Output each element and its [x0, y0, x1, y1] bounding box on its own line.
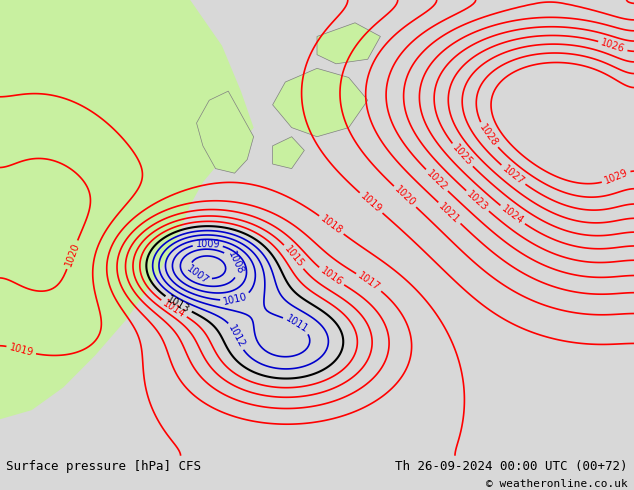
Text: 1007: 1007	[184, 264, 210, 287]
Text: Th 26-09-2024 00:00 UTC (00+72): Th 26-09-2024 00:00 UTC (00+72)	[395, 460, 628, 473]
Text: 1012: 1012	[226, 323, 247, 349]
Text: 1020: 1020	[392, 185, 417, 209]
Text: 1010: 1010	[223, 292, 249, 307]
Text: 1023: 1023	[465, 189, 490, 213]
Text: 1025: 1025	[450, 143, 474, 168]
Text: 1011: 1011	[284, 314, 310, 335]
Text: 1019: 1019	[359, 191, 384, 215]
Text: 1017: 1017	[356, 271, 382, 293]
Text: 1026: 1026	[600, 38, 626, 54]
Text: 1014: 1014	[161, 298, 187, 319]
PathPatch shape	[317, 23, 380, 64]
Text: Surface pressure [hPa] CFS: Surface pressure [hPa] CFS	[6, 460, 202, 473]
Text: 1018: 1018	[319, 214, 344, 236]
Text: 1027: 1027	[500, 163, 526, 187]
Text: 1009: 1009	[195, 239, 220, 249]
Text: 1013: 1013	[165, 294, 191, 315]
Text: 1022: 1022	[425, 168, 449, 193]
Text: 1008: 1008	[226, 250, 245, 276]
Text: 1024: 1024	[500, 203, 526, 226]
Text: 1029: 1029	[603, 168, 630, 186]
Text: 1021: 1021	[437, 201, 462, 225]
PathPatch shape	[0, 0, 254, 419]
Text: 1019: 1019	[8, 343, 34, 358]
Text: 1020: 1020	[63, 242, 81, 268]
Text: 1016: 1016	[318, 266, 344, 288]
PathPatch shape	[273, 137, 304, 169]
Polygon shape	[0, 0, 634, 456]
PathPatch shape	[197, 91, 254, 173]
Text: 1028: 1028	[477, 122, 500, 148]
Text: 1015: 1015	[282, 244, 306, 270]
Text: © weatheronline.co.uk: © weatheronline.co.uk	[486, 480, 628, 490]
PathPatch shape	[273, 69, 368, 137]
